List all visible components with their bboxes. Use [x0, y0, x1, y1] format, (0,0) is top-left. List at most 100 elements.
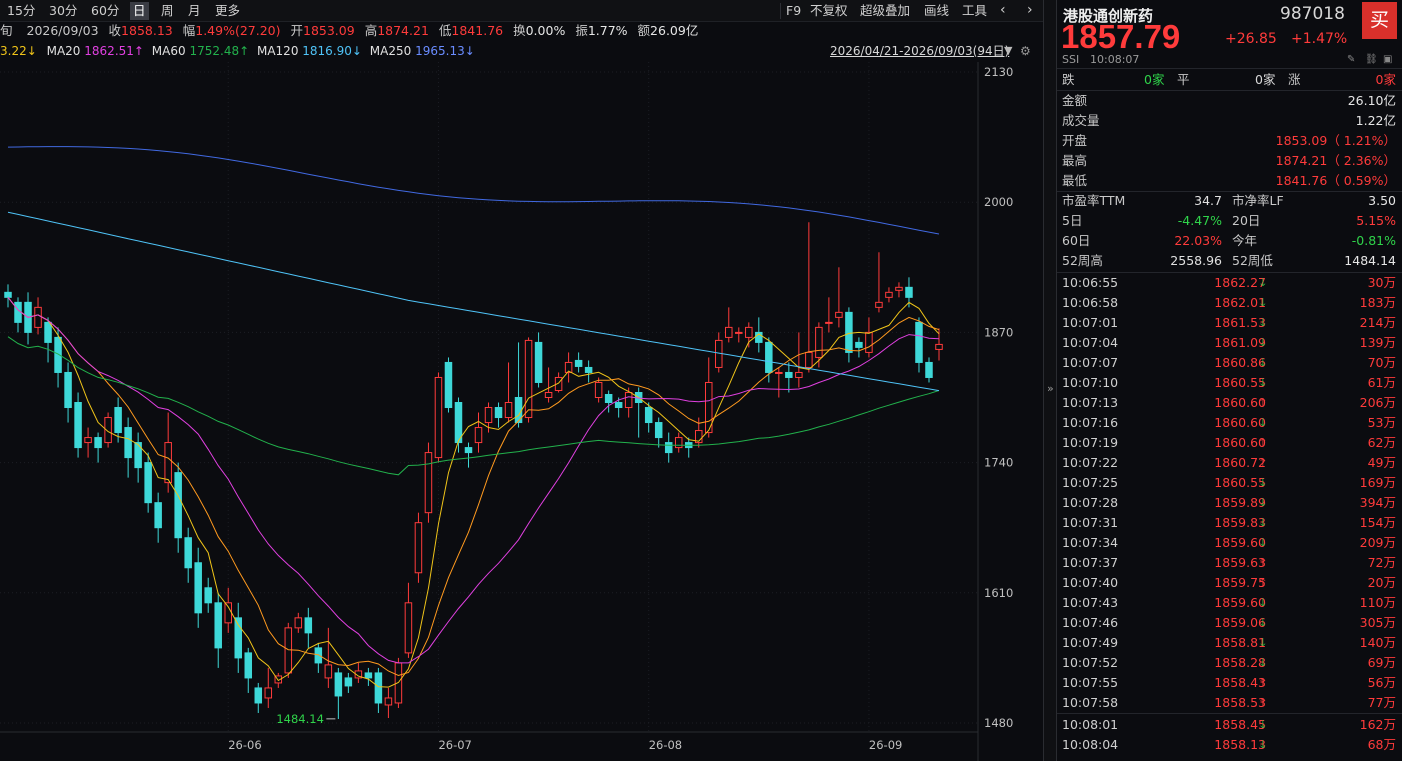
tick-volume: 110万: [1359, 595, 1396, 610]
period-15min-button[interactable]: 15分: [7, 3, 36, 18]
candle-down: [184, 537, 192, 569]
tick-time: 10:07:16: [1062, 415, 1119, 430]
up-arrow-icon: 🡑: [1260, 676, 1266, 689]
down-arrow-icon: 🡓: [1260, 516, 1266, 529]
no-adjust-button[interactable]: 不复权: [810, 3, 848, 18]
tick-row[interactable]: 10:07:52 1858.28 🡓 69万: [1062, 653, 1396, 673]
link-icon[interactable]: ⛓: [1365, 54, 1378, 65]
period-day-button[interactable]: 日: [130, 2, 149, 20]
tick-volume: 214万: [1359, 315, 1396, 330]
draw-line-button[interactable]: 画线: [924, 3, 950, 18]
tick-price: 1861.09: [1214, 335, 1266, 350]
tick-time: 10:07:22: [1062, 455, 1119, 470]
tick-price: 1860.55: [1214, 375, 1266, 390]
candle-down: [194, 562, 202, 614]
tick-volume: 20万: [1367, 575, 1396, 590]
candle-down: [855, 341, 863, 348]
candle-up: [674, 437, 683, 449]
tick-time: 10:07:19: [1062, 435, 1119, 450]
stat-value: 1853.09（ 1.21%）: [1275, 133, 1396, 148]
down-count: 0家: [1144, 72, 1165, 87]
candle-down: [304, 617, 313, 634]
tick-row[interactable]: 10:08:04 1858.13 🡓 68万: [1062, 735, 1396, 755]
tick-row[interactable]: 10:07:25 1860.55 🡓 169万: [1062, 473, 1396, 493]
tick-price: 1860.86: [1214, 355, 1266, 370]
tick-time: 10:07:01: [1062, 315, 1119, 330]
tick-row[interactable]: 10:07:55 1858.43 🡑 56万: [1062, 673, 1396, 693]
tick-price: 1860.60: [1214, 395, 1266, 410]
candle-down: [765, 341, 773, 373]
tick-price: 1859.60: [1214, 595, 1266, 610]
tools-button[interactable]: 工具: [962, 3, 988, 18]
candle-down: [664, 442, 673, 454]
tick-row[interactable]: 10:07:34 1859.60 🡓 209万: [1062, 533, 1396, 553]
edit-icon[interactable]: ✎: [1347, 54, 1356, 65]
buy-button[interactable]: 买: [1362, 2, 1397, 39]
stat-value: 26.10亿: [1347, 93, 1396, 108]
forward-arrow-icon[interactable]: ›: [1027, 2, 1033, 18]
tick-time: 10:07:31: [1062, 515, 1119, 530]
tick-price: 1858.45: [1214, 717, 1266, 732]
super-overlay-button[interactable]: 超级叠加: [860, 3, 911, 18]
candle-down: [494, 407, 503, 419]
settings-icon[interactable]: ⚙: [1020, 44, 1031, 58]
tick-volume: 30万: [1367, 275, 1396, 290]
date-range-label[interactable]: 2026/04/21-2026/09/03(94日): [830, 44, 1010, 58]
tick-volume: 394万: [1359, 495, 1396, 510]
tick-time: 10:07:49: [1062, 635, 1119, 650]
tick-row[interactable]: 10:07:37 1859.63 🡑 72万: [1062, 553, 1396, 573]
period-60min-button[interactable]: 60分: [91, 3, 120, 18]
panel-divider[interactable]: »: [1043, 0, 1057, 761]
tick-row[interactable]: 10:07:43 1859.60 🡓 110万: [1062, 593, 1396, 613]
tick-row[interactable]: 10:06:55 1862.27 🡓 30万: [1062, 273, 1396, 293]
high-value: 1874.21: [377, 23, 429, 38]
tick-row[interactable]: 10:07:31 1859.83 🡓 154万: [1062, 513, 1396, 533]
up-arrow-icon: 🡑: [1260, 456, 1266, 469]
expand-arrow-icon[interactable]: »: [1047, 382, 1054, 395]
candle-down: [454, 402, 463, 444]
period-week-button[interactable]: 周: [161, 3, 174, 18]
back-arrow-icon[interactable]: ‹: [1000, 2, 1006, 18]
pin-icon[interactable]: ▣: [1383, 54, 1393, 65]
tick-row[interactable]: 10:07:10 1860.55 🡓 61万: [1062, 373, 1396, 393]
tick-row[interactable]: 10:07:22 1860.72 🡑 49万: [1062, 453, 1396, 473]
candle-down: [905, 286, 913, 298]
candle-down: [64, 371, 72, 409]
f9-button[interactable]: F9: [786, 3, 802, 18]
candle-up: [624, 391, 633, 409]
tick-row[interactable]: 10:07:07 1860.86 🡓 70万: [1062, 353, 1396, 373]
candle-down: [94, 437, 102, 449]
tick-price: 1862.01: [1214, 295, 1266, 310]
range-dropdown-icon[interactable]: ▼: [1004, 44, 1013, 57]
period-more-button[interactable]: 更多: [215, 3, 241, 18]
y-tick-label: 1740: [984, 456, 1013, 470]
up-arrow-icon: 🡑: [1260, 556, 1266, 569]
x-tick-label: 26-07: [438, 738, 471, 752]
tick-row[interactable]: 10:07:40 1859.75 🡑 20万: [1062, 573, 1396, 593]
ma-info-row: 3.22↓ MA20 1862.51↑ MA60 1752.48↑ MA120 …: [0, 42, 475, 60]
candle-down: [4, 291, 12, 298]
tick-row[interactable]: 10:08:01 1858.45 🡓 162万: [1062, 715, 1396, 735]
d5-label: 5日: [1062, 213, 1083, 228]
tick-time: 10:06:55: [1062, 275, 1119, 290]
candle-up: [564, 361, 573, 373]
tick-volume: 56万: [1367, 675, 1396, 690]
down-arrow-icon: 🡓: [1260, 276, 1266, 289]
tick-row[interactable]: 10:07:16 1860.60 🡓 53万: [1062, 413, 1396, 433]
tick-row[interactable]: 10:07:49 1858.81 🡓 140万: [1062, 633, 1396, 653]
tick-row[interactable]: 10:06:58 1862.01 🡓 183万: [1062, 293, 1396, 313]
tick-row[interactable]: 10:07:58 1858.53 🡑 77万: [1062, 693, 1396, 713]
tick-row[interactable]: 10:07:19 1860.60 🡑 62万: [1062, 433, 1396, 453]
candle-down: [845, 311, 853, 353]
candle-up: [745, 326, 753, 338]
tick-price: 1858.53: [1214, 695, 1266, 710]
period-month-button[interactable]: 月: [188, 3, 201, 18]
tick-row[interactable]: 10:07:28 1859.89 🡓 394万: [1062, 493, 1396, 513]
period-30min-button[interactable]: 30分: [49, 3, 78, 18]
tick-time: 10:07:52: [1062, 655, 1119, 670]
tick-row[interactable]: 10:07:04 1861.09 🡓 139万: [1062, 333, 1396, 353]
tick-row[interactable]: 10:07:13 1860.60 🡑 206万: [1062, 393, 1396, 413]
candlestick-chart[interactable]: 2130 2000 1870 1740 1610 1480 26-06 26-07 26-08 2…: [0, 62, 1043, 761]
tick-row[interactable]: 10:07:01 1861.53 🡓 214万: [1062, 313, 1396, 333]
tick-row[interactable]: 10:07:46 1859.06 🡓 305万: [1062, 613, 1396, 633]
